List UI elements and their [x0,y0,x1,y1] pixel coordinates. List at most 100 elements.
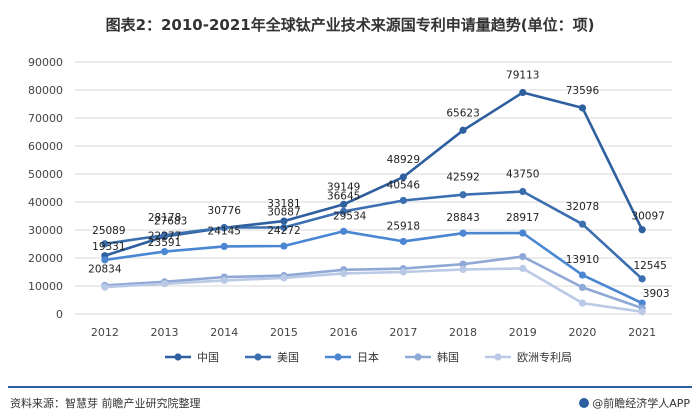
data-label: 43750 [506,169,539,181]
data-label: 65623 [446,107,479,119]
data-label: 19331 [92,241,125,253]
x-tick-label: 2016 [330,326,358,339]
y-tick-label: 30000 [28,224,63,237]
data-label: 22277 [148,231,181,243]
data-point [638,299,646,307]
data-point [399,268,407,276]
x-tick-label: 2018 [449,326,477,339]
legend-label: 日本 [357,350,379,364]
data-point [101,283,109,291]
data-label: 42592 [446,172,479,184]
data-label: 79113 [506,69,539,81]
data-point [220,223,228,232]
data-label: 28843 [446,212,479,224]
data-point [459,229,467,237]
x-tick-label: 2012 [91,326,119,339]
data-point [160,280,169,288]
legend-marker [174,353,182,361]
data-point [340,207,348,215]
data-label: 30887 [267,207,300,219]
y-tick-label: 10000 [28,280,63,293]
data-label: 30776 [208,205,242,217]
data-point [280,223,288,232]
series-line [104,230,643,305]
data-label: 73596 [566,85,600,97]
y-tick-label: 40000 [28,196,63,209]
data-point [459,265,467,274]
data-point [399,173,407,181]
legend-marker [334,353,342,361]
legend-item: 欧洲专利局 [485,350,572,364]
x-tick-label: 2017 [389,326,417,339]
data-point [280,274,288,282]
y-tick-label: 20000 [28,252,63,265]
data-point [101,240,109,248]
data-label: 30097 [631,211,664,223]
data-label: 40546 [387,179,421,191]
data-point [638,226,646,234]
data-label: 48929 [387,154,420,166]
data-point [160,248,169,256]
legend-marker [494,353,502,361]
source-note: 资料来源：智慧芽 前瞻产业研究院整理 [10,397,201,410]
data-point [459,126,467,134]
x-tick-label: 2019 [509,326,537,339]
y-tick-label: 80000 [28,84,63,97]
brand-credit: @前瞻经济学人APP [579,395,690,411]
data-label: 25089 [92,225,125,237]
legend-label: 欧洲专利局 [517,350,572,364]
chart-title: 图表2：2010-2021年全球钛产业技术来源国专利申请量趋势(单位：项) [105,16,595,34]
y-tick-label: 90000 [28,56,63,69]
data-label: 36645 [327,190,360,202]
y-tick-label: 60000 [28,140,63,153]
series-line [104,190,643,280]
data-label: 24272 [267,225,300,237]
data-label: 13910 [566,254,599,266]
legend-item: 韩国 [405,350,459,364]
x-tick-label: 2014 [210,326,238,339]
x-tick-label: 2013 [151,326,179,339]
x-tick-label: 2021 [628,326,656,339]
data-point [459,260,467,268]
series-line [104,267,643,314]
data-label: 28917 [506,212,539,224]
x-tick-label: 2015 [270,326,298,339]
data-point [220,276,228,284]
data-label: 12545 [633,260,666,272]
y-tick-label: 0 [56,308,63,321]
data-label: 24145 [208,225,241,237]
legend-item: 中国 [165,351,219,364]
data-point [519,187,527,196]
brand-logo-icon [579,398,590,408]
data-label: 27683 [154,215,187,227]
x-tick-label: 2020 [568,326,596,339]
data-point [101,256,109,264]
legend-item: 美国 [245,351,299,364]
data-label: 25918 [387,220,420,232]
data-point [578,283,587,291]
data-point [519,253,527,261]
data-point [459,191,467,199]
data-point [220,242,228,250]
legend-marker [414,353,422,361]
footer-divider [8,386,692,388]
legend-label: 美国 [277,351,299,364]
data-point [160,231,169,239]
data-point [399,237,407,246]
data-point [578,104,587,112]
data-label: 29534 [333,210,367,222]
data-point [638,308,646,316]
data-label: 28178 [148,212,181,224]
data-point [399,196,407,205]
data-point [340,200,348,208]
y-tick-label: 50000 [28,168,63,181]
data-point [638,275,646,283]
legend-marker [254,353,262,361]
data-point [280,217,288,225]
series-line [104,255,643,310]
data-label: 20834 [88,264,122,276]
data-label: 39149 [327,181,360,193]
data-label: 23591 [148,237,181,249]
data-point [519,264,527,272]
